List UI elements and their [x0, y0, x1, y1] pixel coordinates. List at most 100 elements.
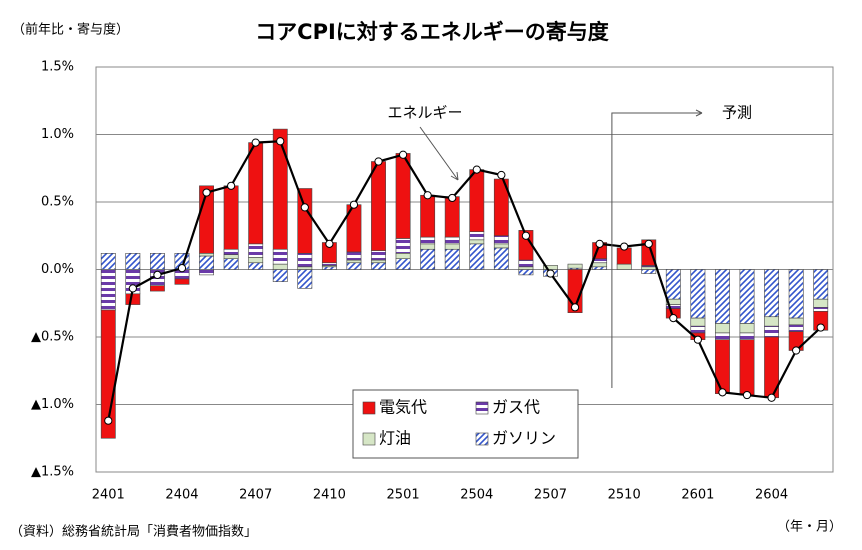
bar-segment: [100, 253, 116, 270]
line-annotation: エネルギー: [387, 104, 462, 122]
bar-segment: [813, 269, 829, 300]
bar-segment: [764, 316, 780, 327]
legend-box: [352, 389, 579, 459]
line-marker: [202, 188, 211, 197]
bar-segment: [149, 285, 165, 292]
legend-label: ガソリン: [492, 429, 556, 448]
bar-segment: [739, 332, 755, 341]
bar-segment: [739, 269, 755, 324]
line-marker: [595, 239, 604, 248]
line-marker: [620, 242, 629, 251]
bar-segment: [469, 239, 485, 245]
bar-segment: [272, 269, 288, 282]
bar-segment: [395, 238, 411, 254]
bar-segment: [616, 263, 632, 270]
bar-segment: [420, 194, 436, 238]
line-marker: [423, 191, 432, 200]
bar-segment: [223, 185, 239, 250]
bar-segment: [321, 262, 337, 266]
bar-segment: [223, 254, 239, 259]
line-marker: [472, 165, 481, 174]
bar-segment: [297, 188, 313, 254]
bar-segment: [297, 253, 313, 268]
y-tick-label: 1.5%: [41, 60, 74, 75]
bar-segment: [813, 298, 829, 308]
line-marker: [497, 170, 506, 180]
forecast-line: [611, 109, 703, 388]
bar-segment: [518, 269, 534, 276]
line-marker: [693, 335, 702, 344]
y-tick-label: ▲1.0%: [31, 397, 74, 412]
bar-segment: [469, 243, 485, 270]
line-marker: [521, 231, 531, 240]
line-marker: [816, 323, 825, 332]
bar-segment: [321, 266, 337, 270]
x-tick-label: 2604: [755, 488, 788, 503]
bar-segment: [715, 339, 730, 395]
bar-segment: [444, 196, 460, 238]
line-marker: [128, 284, 137, 293]
x-tick-label: 2504: [460, 488, 493, 503]
bar-segment: [715, 269, 730, 324]
bar-segment: [690, 317, 706, 327]
x-tick-label: 2501: [387, 488, 420, 503]
line-marker: [104, 416, 113, 425]
line-series: [107, 140, 822, 421]
bar-segment: [272, 128, 288, 250]
bar-segment: [125, 293, 141, 305]
forecast-label: 予測: [722, 104, 752, 122]
bar-segment: [272, 263, 288, 270]
bar-segment: [592, 266, 608, 270]
legend-swatch: [475, 401, 489, 415]
bar-segment: [199, 255, 214, 270]
bar-segment: [469, 231, 485, 241]
bar-segment: [371, 262, 386, 270]
x-tick-label: 2410: [313, 488, 346, 503]
x-tick-label: 2601: [681, 488, 714, 503]
bar-segment: [665, 269, 681, 300]
line-marker: [153, 270, 162, 279]
bar-segment: [346, 259, 362, 264]
bar-segment: [444, 236, 460, 245]
y-tick-label: 0.5%: [41, 195, 74, 210]
y-axis-label: （前年比・寄与度）: [12, 22, 129, 38]
bar-segment: [715, 332, 730, 341]
line-marker: [227, 181, 236, 190]
y-tick-label: 0.0%: [41, 262, 74, 277]
bar-segment: [764, 325, 780, 338]
bar-segment: [641, 269, 657, 274]
bar-segment: [199, 269, 214, 276]
bar-segment: [248, 262, 264, 270]
bar-segment: [518, 266, 534, 270]
bar-segment: [420, 236, 436, 245]
x-tick-label: 2404: [165, 488, 198, 503]
x-tick-label: 2401: [92, 488, 125, 503]
x-axis-label: （年・月）: [777, 520, 842, 535]
line-marker: [276, 137, 285, 146]
x-tick-label: 2407: [239, 488, 272, 503]
bar-segment: [444, 248, 460, 270]
bar-segment: [764, 269, 780, 318]
line-marker: [374, 157, 383, 166]
bar-segment: [690, 269, 706, 319]
legend-label: 灯油: [379, 429, 411, 448]
line-marker: [546, 269, 555, 278]
line-marker: [325, 239, 334, 248]
line-marker: [177, 264, 187, 273]
bar-segment: [297, 266, 313, 270]
bar-segment: [223, 248, 239, 255]
source-note: （資料）総務省統計局「消費者物価指数」: [10, 524, 257, 540]
bar-segment: [248, 142, 264, 245]
bar-segment: [149, 253, 165, 270]
bar-segment: [788, 317, 804, 326]
legend-swatch: [362, 432, 376, 446]
bar-segment: [592, 262, 608, 268]
bar-segment: [174, 278, 190, 285]
line-marker: [669, 314, 678, 323]
bar-segment: [371, 259, 386, 264]
bar-segment: [248, 243, 264, 258]
legend-swatch: [362, 401, 376, 415]
line-marker: [792, 346, 801, 355]
bar-segment: [223, 258, 239, 270]
bar-segment: [395, 253, 411, 260]
